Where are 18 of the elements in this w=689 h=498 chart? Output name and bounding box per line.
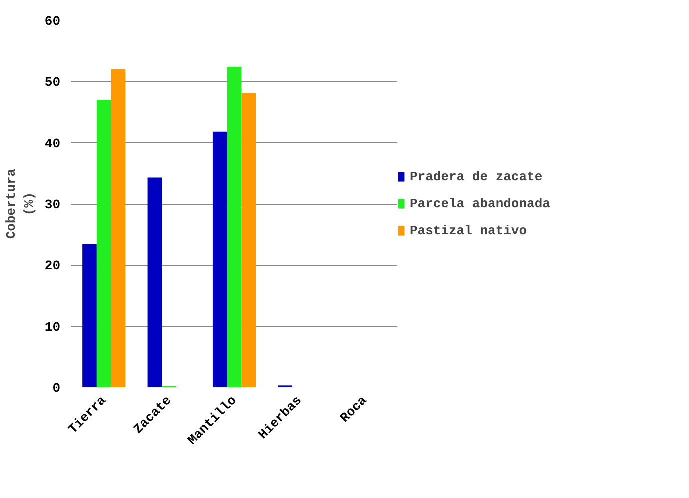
bar: [148, 178, 162, 388]
bar: [242, 93, 256, 388]
legend-label: Parcela abandonada: [410, 196, 550, 211]
y-tick-label: 0: [52, 381, 61, 396]
y-tick-label: 40: [44, 136, 61, 152]
y-tick-label: 30: [44, 198, 61, 212]
bar: [212, 132, 228, 388]
bar: [111, 69, 126, 388]
y-tick-label: 60: [44, 14, 61, 29]
y-tick-label: 10: [44, 320, 61, 335]
y-tick-label: 20: [44, 258, 61, 274]
legend-label: Pastizal nativo: [410, 223, 528, 238]
legend-label: Pradera de zacate: [410, 169, 543, 184]
bar: [227, 66, 242, 388]
bar: [96, 100, 112, 388]
y-tick-label: 50: [44, 75, 61, 90]
y-axis-title: Cobertura (%): [4, 168, 37, 240]
bar: [82, 244, 97, 388]
